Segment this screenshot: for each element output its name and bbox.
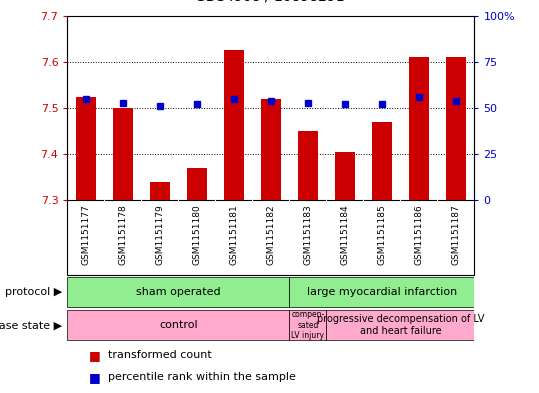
Text: compen-
sated
LV injury: compen- sated LV injury	[291, 310, 324, 340]
Bar	[67, 310, 289, 340]
Text: GSM1151184: GSM1151184	[340, 204, 349, 265]
Bar	[186, 168, 207, 200]
Bar	[67, 277, 289, 307]
Text: GDS4908 / 10898291: GDS4908 / 10898291	[195, 0, 344, 4]
Bar	[326, 310, 474, 340]
Bar	[261, 99, 281, 200]
Text: GSM1151178: GSM1151178	[119, 204, 127, 265]
Text: progressive decompensation of LV
and heart failure: progressive decompensation of LV and hea…	[316, 314, 484, 336]
Text: GSM1151187: GSM1151187	[451, 204, 460, 265]
Text: ■: ■	[89, 349, 101, 362]
Text: GSM1151177: GSM1151177	[81, 204, 91, 265]
Bar	[289, 277, 474, 307]
Text: GSM1151185: GSM1151185	[377, 204, 386, 265]
Text: GSM1151179: GSM1151179	[155, 204, 164, 265]
Text: sham operated: sham operated	[136, 287, 220, 297]
Bar	[446, 57, 466, 200]
Text: disease state ▶: disease state ▶	[0, 320, 62, 330]
Bar	[150, 182, 170, 200]
Text: large myocardial infarction: large myocardial infarction	[307, 287, 457, 297]
Bar	[372, 122, 392, 200]
Bar	[289, 310, 326, 340]
Text: control: control	[159, 320, 198, 330]
Text: transformed count: transformed count	[108, 350, 211, 360]
Text: GSM1151183: GSM1151183	[303, 204, 312, 265]
Bar	[298, 131, 318, 200]
Bar	[335, 152, 355, 200]
Text: GSM1151186: GSM1151186	[414, 204, 423, 265]
Bar	[409, 57, 429, 200]
Bar	[75, 97, 96, 200]
Text: protocol ▶: protocol ▶	[5, 287, 62, 297]
Text: GSM1151181: GSM1151181	[230, 204, 238, 265]
Bar	[224, 50, 244, 200]
Text: GSM1151180: GSM1151180	[192, 204, 202, 265]
Text: percentile rank within the sample: percentile rank within the sample	[108, 372, 296, 382]
Text: ■: ■	[89, 371, 101, 384]
Bar	[113, 108, 133, 200]
Text: GSM1151182: GSM1151182	[266, 204, 275, 265]
